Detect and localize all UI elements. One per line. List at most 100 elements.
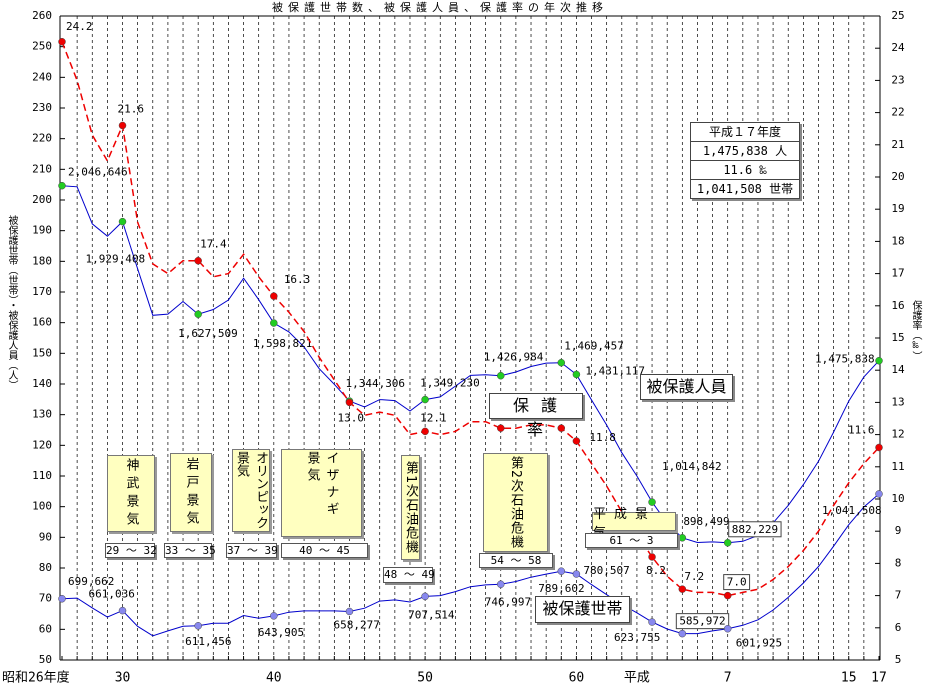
marker	[875, 443, 883, 452]
y2-tick-label: 6	[895, 621, 902, 634]
marker	[118, 606, 127, 615]
data-label-box	[728, 521, 782, 538]
marker	[194, 622, 202, 630]
y-tick-label: 60	[39, 622, 52, 635]
y-tick-label: 140	[32, 377, 52, 390]
y2-tick-label: 14	[891, 363, 905, 376]
y2-tick-label: 25	[891, 9, 904, 22]
data-label: 1,349,230	[420, 377, 480, 390]
y-tick-label: 110	[32, 469, 52, 482]
y2-tick-label: 10	[891, 492, 904, 505]
y2-tick-label: 16	[891, 299, 904, 312]
marker	[557, 567, 566, 575]
y2-tick-label: 15	[891, 331, 904, 344]
y2-tick-label: 5	[895, 653, 902, 666]
y-tick-label: 250	[32, 40, 52, 53]
series-label: 被保護人員	[640, 374, 733, 400]
data-label: 8.2	[646, 564, 666, 577]
summary-row: 平成１７年度	[708, 125, 781, 139]
data-label: 1,431,117	[585, 364, 645, 377]
annotation-period: 54 〜 58	[479, 553, 553, 568]
annotation-box: 平成景気	[592, 507, 676, 541]
y2-tick-label: 11	[891, 460, 904, 473]
summary-table: 平成１７年度 1,475,838 人 11.6 ‰ 1,041,508 世帯	[690, 122, 800, 199]
data-label: 707,514	[408, 608, 455, 621]
y2-tick-label: 7	[895, 589, 902, 602]
marker	[678, 534, 687, 542]
y2-tick-label: 19	[891, 202, 904, 215]
annotation-box: 第2次石油危機	[483, 453, 548, 552]
marker	[723, 591, 732, 600]
y2-tick-label: 9	[895, 524, 902, 537]
y2-tick-label: 8	[895, 556, 902, 569]
marker	[875, 490, 883, 498]
data-label: 1,627,509	[178, 327, 238, 340]
summary-row: 11.6 ‰	[691, 160, 799, 179]
marker	[270, 292, 278, 300]
data-label-box	[723, 574, 751, 591]
y-tick-label: 210	[32, 162, 52, 175]
x-tick-label: 昭和26年度	[2, 670, 70, 686]
marker	[421, 592, 429, 601]
annotation-period: 37 〜 39	[226, 543, 278, 558]
y2-tick-label: 13	[891, 395, 904, 408]
series-line	[61, 41, 880, 597]
x-tick-label: 30	[115, 671, 131, 686]
annotation-label: 岩戸景気	[183, 456, 199, 529]
annotation-period: 33 〜 35	[164, 543, 216, 558]
marker	[875, 356, 883, 365]
data-label: 661,036	[89, 588, 135, 601]
y2-axis-title: 保護率（‰）	[910, 300, 921, 361]
y-tick-label: 80	[39, 561, 52, 574]
y-tick-label: 160	[32, 316, 52, 329]
series-label: 保護率	[489, 393, 583, 439]
y2-tick-label: 21	[891, 138, 904, 151]
annotation-box: オリンピック景気	[232, 449, 270, 532]
data-label: 1,929,408	[86, 253, 146, 266]
marker	[572, 570, 581, 578]
x-tick-label: 17	[871, 671, 887, 686]
data-label: 882,229	[732, 523, 778, 536]
marker	[648, 553, 656, 561]
y2-tick-label: 24	[891, 41, 905, 54]
x-tick-label: 平成	[624, 671, 650, 686]
data-label: 7.0	[727, 576, 747, 589]
marker	[118, 121, 127, 130]
data-label: 7.2	[684, 570, 704, 583]
y-tick-label: 90	[39, 530, 52, 543]
annotation-period: 40 〜 45	[281, 543, 368, 558]
y2-tick-label: 17	[891, 267, 904, 280]
summary-row: 1,475,838 人	[691, 141, 799, 160]
marker	[270, 319, 278, 327]
y-tick-label: 70	[39, 592, 52, 605]
marker	[557, 424, 566, 432]
y-tick-label: 240	[32, 70, 52, 83]
y2-tick-label: 20	[891, 170, 904, 183]
data-label: 13.0	[337, 411, 364, 424]
marker	[723, 624, 732, 633]
y2-tick-label: 12	[891, 428, 904, 441]
annotation-period: 48 〜 49	[383, 567, 435, 583]
marker	[270, 612, 278, 620]
data-label: 898,499	[683, 515, 729, 528]
annotation-box: イザナギ景気	[281, 449, 362, 537]
annotation-box: 岩戸景気	[170, 453, 212, 532]
y-tick-label: 100	[32, 500, 52, 513]
data-label: 643,905	[258, 626, 304, 639]
annotation-label: オリンピック景気	[234, 451, 268, 529]
summary-row: 1,041,508 世帯	[691, 179, 799, 198]
marker	[58, 181, 66, 190]
data-label: 601,925	[736, 637, 782, 650]
data-label: 611,456	[185, 635, 231, 648]
y-tick-label: 200	[32, 193, 52, 206]
annotation-box: 第1次石油危機	[401, 455, 420, 560]
data-label: 780,507	[583, 564, 629, 577]
y-tick-label: 260	[32, 9, 52, 22]
data-label: 658,277	[333, 618, 379, 631]
marker	[572, 437, 581, 445]
y-tick-label: 120	[32, 438, 52, 451]
data-label: 1,014,842	[662, 460, 722, 473]
marker	[557, 358, 566, 367]
